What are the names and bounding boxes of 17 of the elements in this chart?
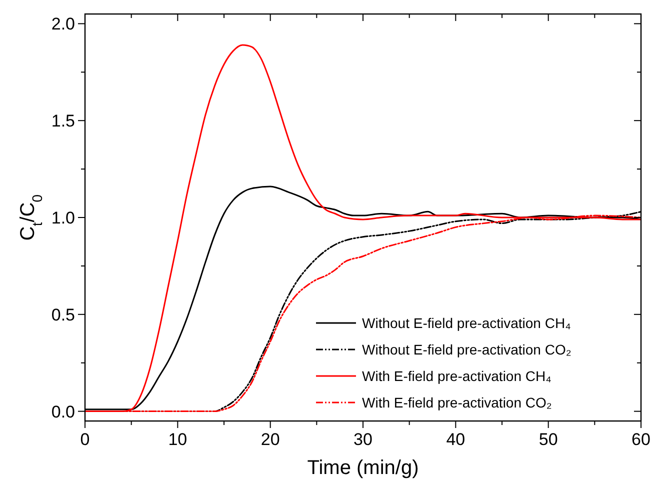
legend-label: With E-field pre-activation CO₂	[362, 394, 552, 410]
x-tick-label: 50	[538, 430, 558, 449]
y-tick-label: 1.5	[51, 112, 75, 131]
x-tick-label: 10	[168, 430, 188, 449]
x-axis-title: Time (min/g)	[307, 457, 419, 479]
y-tick-label: 1.0	[51, 208, 75, 228]
x-tick-label: 40	[446, 430, 466, 449]
x-tick-label: 20	[260, 430, 280, 449]
x-tick-label: 0	[80, 430, 90, 449]
x-tick-label: 30	[354, 430, 372, 449]
text: 0.0	[51, 402, 75, 422]
legend-label: Without E-field pre-activation CH₄	[362, 315, 572, 331]
y-tick-label: 2.0	[51, 14, 75, 34]
legend-label: With E-field pre-activation CH₄	[362, 368, 552, 384]
legend-label: Without E-field pre-activation CO₂	[362, 342, 572, 358]
x-tick-label: 60	[632, 430, 650, 449]
y-tick-label: 0.5	[51, 305, 75, 324]
